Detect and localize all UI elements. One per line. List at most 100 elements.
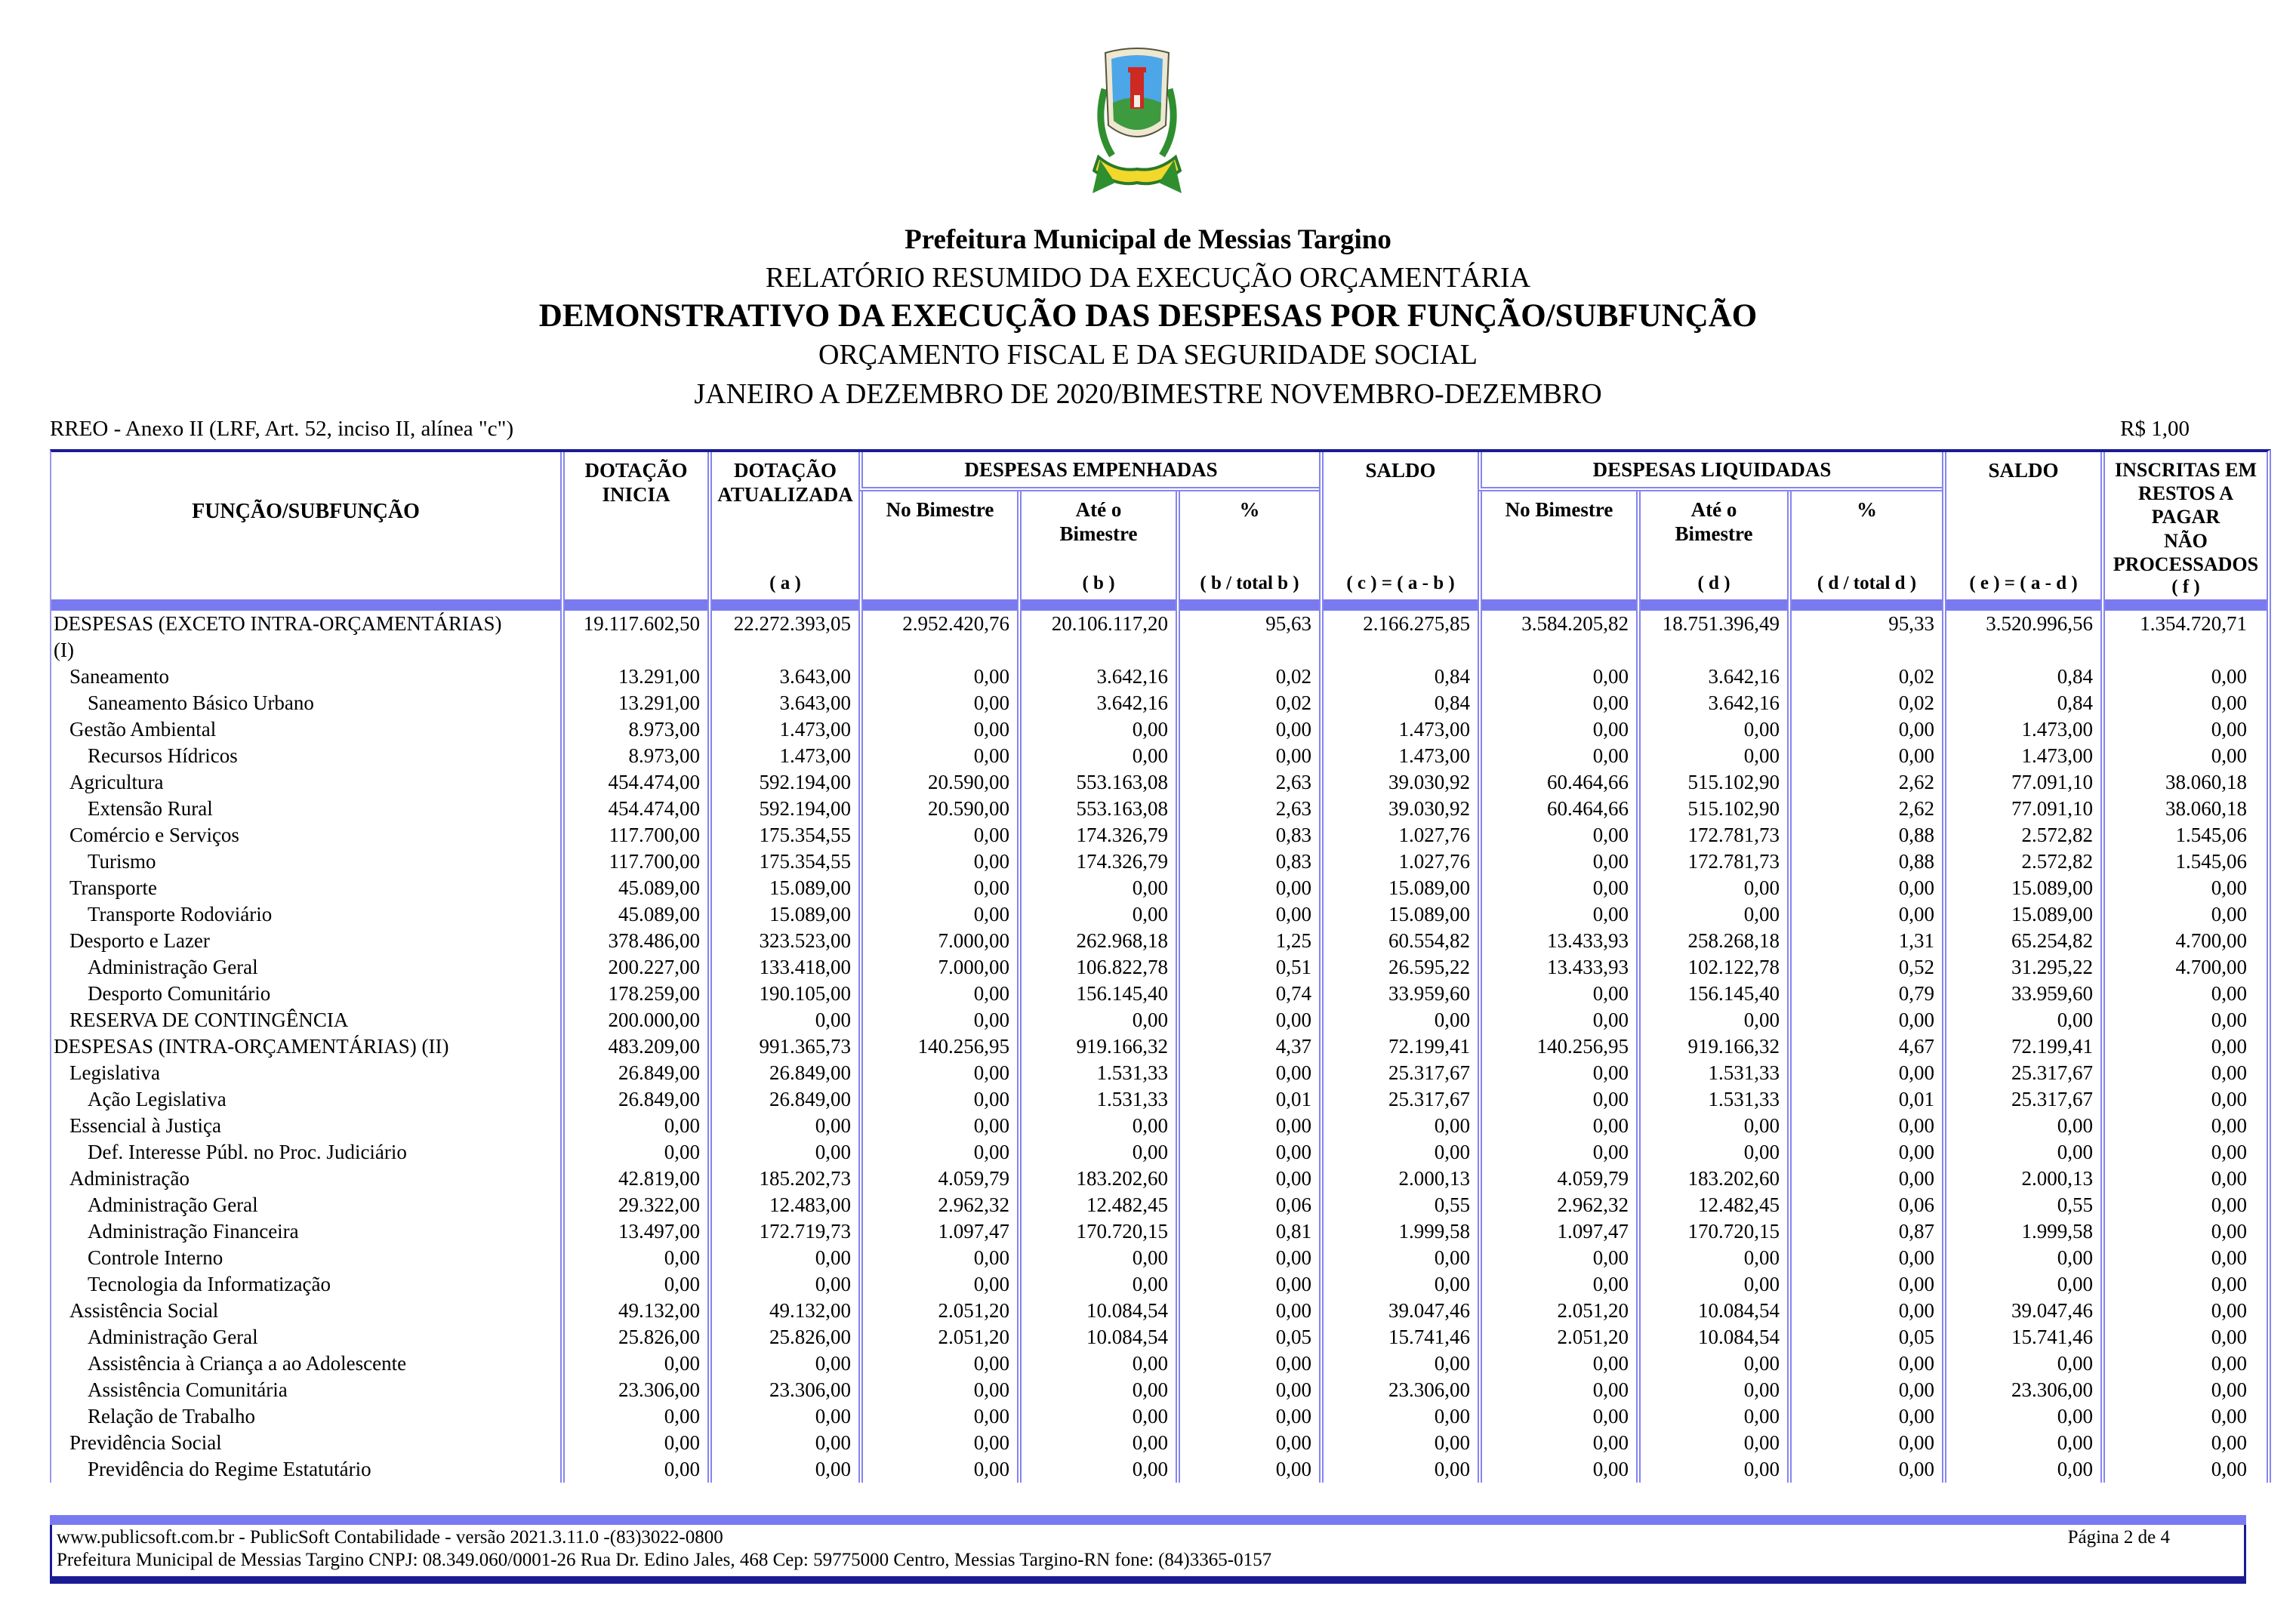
page-footer: www.publicsoft.com.br - PublicSoft Conta… — [50, 1515, 2246, 1584]
value-cell: 12.483,00 — [707, 1192, 858, 1218]
value-cell: 2.051,20 — [858, 1298, 1017, 1324]
value-cell: 1.531,33 — [1017, 1060, 1176, 1086]
value-cell: 1.545,06 — [2100, 848, 2267, 875]
value-cell: 23.306,00 — [560, 1377, 707, 1403]
value-cell: 0,00 — [560, 1245, 707, 1271]
value-cell: 0,00 — [1176, 1245, 1319, 1271]
column-letter: ( b / total b ) — [1200, 573, 1299, 593]
column-letter: ( a ) — [769, 573, 801, 593]
value-cell: 1.473,00 — [1942, 716, 2100, 743]
value-cell: 39.047,46 — [1319, 1298, 1478, 1324]
column-letter: ( d ) — [1697, 573, 1730, 593]
value-cell: 0,00 — [707, 1113, 858, 1139]
value-cell: 1.999,58 — [1942, 1218, 2100, 1245]
value-cell: 1.473,00 — [1319, 716, 1478, 743]
value-cell: 0,00 — [1176, 1298, 1319, 1324]
value-cell: 0,00 — [1017, 1350, 1176, 1377]
value-cell: 1.473,00 — [1319, 743, 1478, 769]
value-cell: 172.719,73 — [707, 1218, 858, 1245]
value-cell: 190.105,00 — [707, 981, 858, 1007]
value-cell: 106.822,78 — [1017, 954, 1176, 981]
value-cell: 0,00 — [560, 1350, 707, 1377]
value-cell: 140.256,95 — [858, 1033, 1017, 1060]
value-cell: 2,63 — [1176, 796, 1319, 822]
value-cell: 0,00 — [1636, 1430, 1787, 1456]
value-cell: 15.089,00 — [707, 901, 858, 928]
value-cell: 0,00 — [1787, 1271, 1942, 1298]
value-cell: 0,00 — [1636, 1139, 1787, 1166]
column-header-liq-percent: % ( d / total d ) — [1787, 491, 1942, 599]
value-cell: 0,00 — [858, 743, 1017, 769]
value-cell: 178.259,00 — [560, 981, 707, 1007]
value-cell: 172.781,73 — [1636, 848, 1787, 875]
value-cell: 2.572,82 — [1942, 848, 2100, 875]
value-cell: 200.000,00 — [560, 1007, 707, 1033]
footer-top-band — [50, 1515, 2246, 1525]
row-label: Saneamento — [69, 665, 169, 688]
value-cell: 20.590,00 — [858, 769, 1017, 796]
value-cell: 0,00 — [1942, 1350, 2100, 1377]
value-cell: 0,00 — [2100, 1271, 2267, 1298]
value-cell: 0,00 — [1942, 1456, 2100, 1483]
value-cell: 0,00 — [1017, 1456, 1176, 1483]
budget-table: FUNÇÃO/SUBFUNÇÃO DOTAÇÃO INICIA DOTAÇÃO … — [50, 449, 2271, 1483]
value-cell: 170.720,15 — [1636, 1218, 1787, 1245]
value-cell: 0,00 — [1017, 1007, 1176, 1033]
value-cell: 26.849,00 — [707, 1060, 858, 1086]
value-cell: 0,00 — [1787, 1245, 1942, 1271]
value-cell: 0,00 — [1017, 1245, 1176, 1271]
value-cell: 0,00 — [1319, 1007, 1478, 1033]
value-cell: 0,00 — [1478, 716, 1636, 743]
value-cell: 0,00 — [1017, 875, 1176, 901]
value-cell: 1.097,47 — [858, 1218, 1017, 1245]
value-cell: 0,00 — [1636, 1245, 1787, 1271]
value-cell: 0,00 — [1636, 716, 1787, 743]
value-cell: 0,00 — [2100, 1430, 2267, 1456]
value-cell: 38.060,18 — [2100, 796, 2267, 822]
value-cell: 0,00 — [2100, 1245, 2267, 1271]
value-cell: 515.102,90 — [1636, 769, 1787, 796]
row-label: Previdência Social — [69, 1431, 222, 1454]
value-cell: 0,00 — [858, 1456, 1017, 1483]
value-cell: 0,00 — [1636, 1113, 1787, 1139]
value-cell: 0,00 — [858, 1113, 1017, 1139]
value-cell: 553.163,08 — [1017, 796, 1176, 822]
value-cell: 2.952.420,76 — [858, 611, 1017, 664]
value-cell: 2.051,20 — [1478, 1298, 1636, 1324]
value-cell: 0,00 — [707, 1271, 858, 1298]
value-cell: 0,02 — [1787, 664, 1942, 690]
value-cell: 72.199,41 — [1319, 1033, 1478, 1060]
value-cell: 0,00 — [1017, 1139, 1176, 1166]
row-label: Legislativa — [69, 1061, 160, 1084]
value-cell: 0,00 — [858, 822, 1017, 848]
value-cell: 172.781,73 — [1636, 822, 1787, 848]
value-cell: 0,00 — [707, 1007, 858, 1033]
value-cell: 0,83 — [1176, 822, 1319, 848]
column-header-label: % — [1857, 498, 1877, 521]
value-cell: 200.227,00 — [560, 954, 707, 981]
value-cell: 0,00 — [1478, 1271, 1636, 1298]
value-cell: 13.291,00 — [560, 690, 707, 716]
value-cell: 0,00 — [858, 1403, 1017, 1430]
column-header-label: INSCRITAS EM RESTOS A PAGAR NÃO PROCESSA… — [2113, 459, 2259, 575]
value-cell: 0,06 — [1787, 1192, 1942, 1218]
value-cell: 25.317,67 — [1942, 1086, 2100, 1113]
value-cell: 0,00 — [1176, 1271, 1319, 1298]
value-cell: 25.317,67 — [1319, 1060, 1478, 1086]
value-cell: 0,00 — [2100, 875, 2267, 901]
value-cell: 0,01 — [1787, 1086, 1942, 1113]
value-cell: 0,00 — [1176, 1060, 1319, 1086]
value-cell: 0,02 — [1176, 664, 1319, 690]
value-cell: 0,00 — [1319, 1403, 1478, 1430]
value-cell: 13.291,00 — [560, 664, 707, 690]
value-cell: 0,00 — [2100, 1166, 2267, 1192]
value-cell: 15.089,00 — [1319, 875, 1478, 901]
column-header-label: DOTAÇÃO ATUALIZADA — [717, 459, 853, 507]
value-cell: 0,84 — [1942, 664, 2100, 690]
value-cell: 0,00 — [1176, 1166, 1319, 1192]
value-cell: 7.000,00 — [858, 954, 1017, 981]
value-cell: 4.059,79 — [858, 1166, 1017, 1192]
value-cell: 10.084,54 — [1017, 1324, 1176, 1350]
value-cell: 0,05 — [1176, 1324, 1319, 1350]
value-cell: 2.962,32 — [1478, 1192, 1636, 1218]
